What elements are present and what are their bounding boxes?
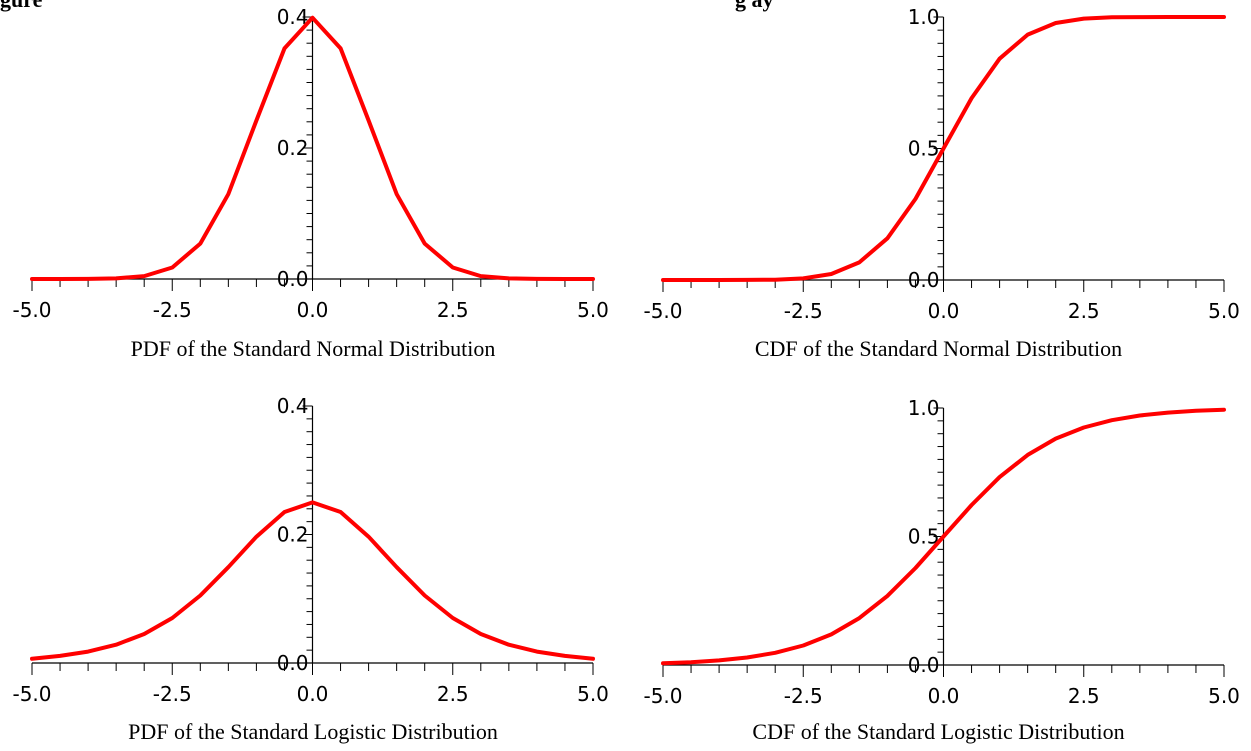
y-tick-label: 0.2 [277,136,309,160]
y-tick-label: 0.0 [908,268,940,292]
series-line [30,15,595,281]
x-tick-label: -5.0 [12,298,51,322]
chart-normal-cdf: -5.0 -2.5 0.0 2.5 5.0 0.0 0.5 1.0 [643,5,1240,323]
caption-logistic-cdf: CDF of the Standard Logistic Distributio… [752,719,1125,744]
series-line [661,407,1226,666]
x-tick-label: 0.0 [928,299,960,323]
y-tick-label: 0.0 [908,653,940,677]
x-tick-label: 5.0 [577,298,609,322]
x-tick-label: -5.0 [643,299,682,323]
chart-logistic-pdf: -5.0 -2.5 0.0 2.5 5.0 0.0 0.2 0.4 [12,394,609,706]
caption-normal-pdf: PDF of the Standard Normal Distribution [130,336,496,361]
x-tick-label: -2.5 [153,682,192,706]
y-tick-label: 0.5 [908,137,940,161]
figure-heading-fragment-right: g ay [735,0,895,12]
x-tick-label: -5.0 [12,682,51,706]
y-tick-label: 0.0 [277,651,309,675]
caption-logistic-pdf: PDF of the Standard Logistic Distributio… [128,719,498,744]
series-line [30,500,595,661]
caption-normal-cdf: CDF of the Standard Normal Distribution [754,336,1123,361]
series-line [661,15,1226,282]
x-tick-label: 0.0 [928,684,960,708]
x-tick-label: -2.5 [784,299,823,323]
x-tick-label: -2.5 [153,298,192,322]
y-tick-label: 0.0 [277,267,309,291]
x-tick-label: 2.5 [437,682,469,706]
y-tick-label: 0.2 [277,523,309,547]
x-tick-label: 0.0 [297,298,329,322]
x-tick-label: 2.5 [437,298,469,322]
y-tick-label: 0.4 [277,394,309,418]
figure-heading-fragment-left: gure [0,0,240,12]
y-tick-label: 1.0 [908,5,940,29]
x-tick-label: 5.0 [577,682,609,706]
y-tick-label: 1.0 [908,396,940,420]
x-tick-label: -2.5 [784,684,823,708]
x-tick-label: 2.5 [1068,684,1100,708]
x-tick-label: 5.0 [1208,684,1240,708]
x-tick-label: 5.0 [1208,299,1240,323]
chart-logistic-cdf: -5.0 -2.5 0.0 2.5 5.00.00.51.0 [643,396,1240,708]
x-tick-label: -5.0 [643,684,682,708]
x-tick-label: 0.0 [297,682,329,706]
x-tick-label: 2.5 [1068,299,1100,323]
chart-normal-pdf: -5.0 -2.5 0.0 2.5 5.00.00.20.4 [12,5,609,322]
